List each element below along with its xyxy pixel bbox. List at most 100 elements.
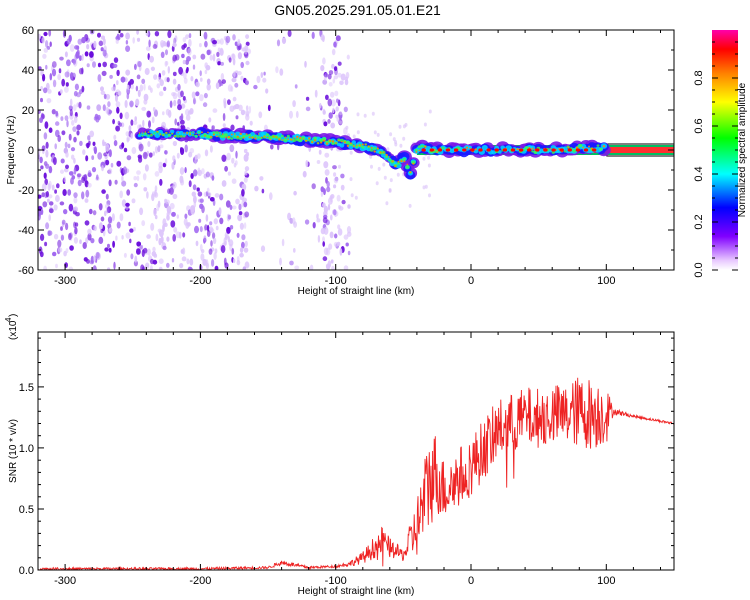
noise-dot: [244, 170, 248, 176]
noise-dot: [136, 170, 141, 175]
noise-dot: [199, 198, 204, 203]
ridge-blob: [278, 138, 281, 141]
noise-dot: [152, 246, 156, 252]
spectrogram-y-tick-label: -40: [18, 225, 34, 237]
ridge-peak: [510, 148, 516, 152]
ridge-blob: [302, 138, 305, 140]
noise-dot: [172, 140, 178, 147]
ridge-blob: [251, 136, 254, 139]
noise-dot: [316, 218, 321, 223]
noise-dot: [119, 213, 124, 222]
noise-dot: [113, 57, 119, 63]
noise-dot: [245, 105, 249, 111]
ridge-blob: [602, 145, 606, 148]
noise-dot: [87, 182, 92, 188]
noise-dot: [136, 37, 141, 42]
noise-dot: [153, 208, 157, 217]
noise-dot: [148, 39, 151, 48]
ridge-blob: [156, 130, 159, 133]
noise-dot: [117, 90, 122, 96]
noise-dot: [345, 242, 349, 247]
ridge-blob: [439, 147, 442, 149]
noise-dot: [214, 248, 218, 254]
noise-dot: [125, 232, 131, 239]
noise-dot: [111, 86, 116, 92]
noise-dot: [220, 73, 225, 81]
noise-dot: [96, 104, 102, 112]
noise-dot: [64, 71, 70, 78]
noise-dot: [121, 199, 127, 208]
noise-dot: [209, 54, 214, 61]
noise-dot: [52, 251, 57, 257]
noise-dot: [169, 100, 173, 108]
ridge-blob: [147, 134, 150, 137]
noise-dot: [193, 97, 196, 105]
ridge-peak: [494, 148, 499, 152]
noise-dot: [221, 79, 226, 84]
noise-dot: [191, 91, 196, 99]
spectrogram-y-tick-label: -20: [18, 185, 34, 197]
noise-dot: [289, 110, 293, 119]
noise-dot: [108, 227, 113, 233]
noise-dot: [161, 70, 166, 76]
noise-dot: [289, 260, 294, 266]
noise-dot: [139, 207, 144, 216]
noise-dot: [343, 265, 349, 270]
noise-dot: [205, 171, 210, 178]
snr-multiplier-close: ): [8, 314, 19, 317]
noise-dot: [322, 57, 326, 65]
noise-dot: [165, 49, 168, 56]
noise-dot: [332, 78, 336, 84]
noise-dot: [164, 198, 168, 203]
ridge-blob: [287, 138, 290, 140]
noise-dot: [335, 35, 341, 42]
noise-dot: [40, 97, 43, 103]
noise-dot: [343, 106, 348, 113]
noise-dot: [188, 151, 193, 158]
noise-dot: [244, 166, 250, 172]
noise-dot: [194, 159, 197, 165]
ridge-peak: [535, 148, 540, 152]
noise-dot: [69, 72, 74, 81]
ridge-blob: [138, 132, 141, 134]
noise-dot: [213, 252, 217, 260]
noise-dot: [45, 141, 49, 149]
noise-dot: [200, 77, 203, 82]
noise-dot: [38, 212, 41, 217]
noise-dot: [126, 92, 130, 100]
noise-dot: [166, 262, 170, 268]
noise-dot: [47, 194, 53, 199]
noise-dot: [123, 252, 127, 258]
noise-dot: [234, 82, 239, 88]
noise-dot: [84, 51, 89, 57]
noise-dot: [78, 55, 82, 61]
noise-dot: [69, 44, 75, 52]
noise-dot: [192, 54, 197, 60]
noise-dot: [174, 118, 177, 126]
noise-dot: [197, 191, 203, 197]
noise-dot: [208, 117, 212, 123]
noise-dot: [125, 40, 129, 45]
noise-dot: [154, 171, 160, 177]
noise-dot: [108, 168, 113, 175]
noise-dot: [191, 191, 196, 197]
noise-dot: [423, 122, 427, 127]
noise-dot: [65, 164, 69, 169]
noise-dot: [260, 245, 266, 252]
noise-dot: [243, 148, 248, 154]
noise-dot: [47, 198, 50, 203]
noise-dot: [333, 41, 337, 48]
spectrogram-y-tick-label: 60: [22, 25, 34, 37]
noise-dot: [356, 112, 360, 117]
noise-dot: [143, 187, 148, 192]
noise-dot: [134, 116, 137, 122]
noise-dot: [123, 147, 128, 153]
noise-dot: [47, 230, 53, 236]
ridge-blob: [567, 146, 569, 149]
noise-dot: [182, 232, 186, 238]
noise-dot: [67, 189, 72, 196]
ridge-blob: [254, 134, 257, 137]
noise-dot: [184, 167, 187, 174]
noise-dot: [241, 189, 245, 197]
ridge-blob: [551, 150, 555, 154]
